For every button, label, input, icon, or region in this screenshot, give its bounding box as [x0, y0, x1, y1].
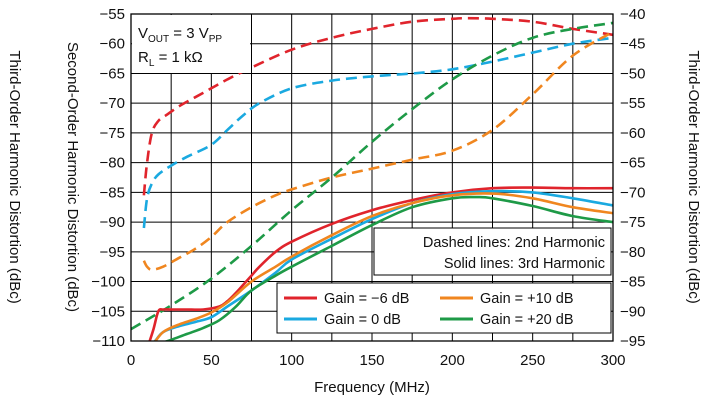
x-tick-label: 0 — [127, 352, 135, 369]
rl-annotation: RL = 1 kΩ — [138, 49, 203, 69]
series-line-third-harmonic — [163, 195, 613, 341]
y-tick-label-right: −95 — [620, 333, 645, 350]
tick-labels: 0 50 100 150 200 250 300 −55 −60 −65 −70 −75 −80 −85 −… — [91, 6, 645, 369]
legend: Gain = −6 dB Gain = +10 dB Gain = 0 dB Gain… — [284, 291, 574, 328]
legend-label: Gain = 0 dB — [324, 312, 401, 328]
y-tick-label-right: −45 — [620, 36, 645, 53]
series-line-second-harmonic — [142, 30, 613, 271]
x-tick-label: 300 — [600, 352, 625, 369]
plot-frame — [130, 13, 614, 342]
y-tick-label-right: −70 — [620, 184, 645, 201]
vout-annotation: VOUT = 3 VPP — [138, 25, 222, 45]
y-tick-label-left: −65 — [100, 65, 125, 82]
series-line-second-harmonic — [142, 36, 613, 229]
line-style-note-solid: Solid lines: 3rd Harmonic — [444, 256, 605, 272]
y-tick-label-right: −65 — [620, 155, 645, 172]
y-tick-label-left: −70 — [100, 95, 125, 112]
y-tick-label-right: −75 — [620, 214, 645, 231]
y-tick-label-left: −110 — [92, 333, 125, 350]
legend-label: Gain = +10 dB — [480, 291, 574, 307]
y-tick-label-right: −85 — [620, 274, 645, 291]
y-tick-label-left: −100 — [91, 274, 125, 291]
y-tick-label-left: −60 — [100, 36, 125, 53]
y-tick-label-right: −90 — [620, 303, 645, 320]
series-line-third-harmonic — [154, 192, 613, 341]
y-tick-label-left: −80 — [100, 155, 125, 172]
second-harmonic-curves — [131, 16, 613, 331]
line-style-note-box — [373, 227, 612, 276]
x-axis-title: Frequency (MHz) — [314, 379, 430, 396]
y-tick-label-left: −105 — [91, 303, 125, 320]
legend-label: Gain = +20 dB — [480, 312, 574, 328]
legend-label: Gain = −6 dB — [324, 291, 409, 307]
line-style-note-dashed: Dashed lines: 2nd Harmonic — [423, 235, 605, 251]
conditions-box — [132, 15, 250, 73]
series-line-second-harmonic — [131, 21, 613, 331]
y-tick-label-right: −40 — [620, 6, 645, 23]
y-tick-label-left: −85 — [100, 184, 125, 201]
x-tick-label: 200 — [440, 352, 465, 369]
x-tick-label: 250 — [520, 352, 545, 369]
y-tick-label-right: −55 — [620, 95, 645, 112]
x-tick-label: 150 — [359, 352, 384, 369]
legend-box — [276, 282, 612, 334]
y-tick-label-right: −80 — [620, 244, 645, 261]
x-tick-label: 100 — [279, 352, 304, 369]
y-axis-title-right: Third-Order Harmonic Distortion (dBc) — [685, 50, 702, 303]
series-line-third-harmonic — [153, 189, 613, 341]
y-tick-label-left: −90 — [100, 214, 125, 231]
y-tick-label-right: −50 — [620, 65, 645, 82]
y-tick-label-left: −55 — [100, 6, 125, 23]
y-axis-title-left-outer: Third-Order Harmonic Distortion (dBc) — [6, 50, 23, 303]
series-line-second-harmonic — [142, 16, 613, 196]
y-axis-title-left: Second-Order Harmonic Distortion (dBc) — [64, 42, 81, 312]
third-harmonic-curves — [148, 186, 613, 341]
y-tick-label-left: −75 — [100, 125, 125, 142]
y-tick-label-right: −60 — [620, 125, 645, 142]
series-line-third-harmonic — [148, 186, 613, 341]
y-tick-label-left: −95 — [100, 244, 125, 261]
x-tick-label: 50 — [203, 352, 220, 369]
